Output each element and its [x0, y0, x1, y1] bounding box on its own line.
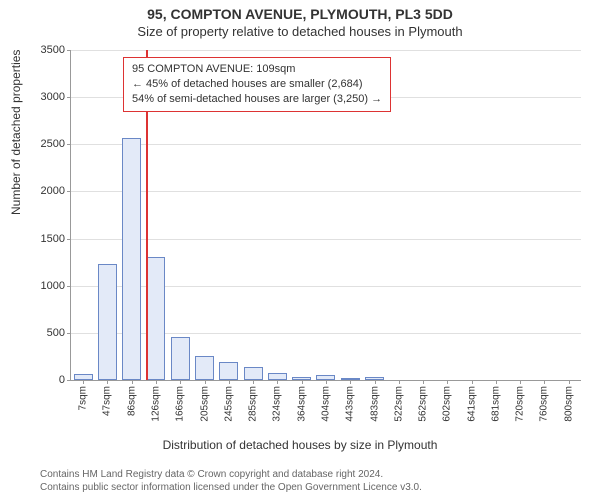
x-tick-label: 47sqm — [102, 386, 113, 416]
chart-title: 95, COMPTON AVENUE, PLYMOUTH, PL3 5DD — [0, 6, 600, 22]
x-tick — [253, 380, 254, 384]
bar — [268, 373, 287, 380]
y-tick-label: 0 — [59, 374, 65, 386]
x-tick — [350, 380, 351, 384]
bar — [122, 138, 141, 380]
bar-cell: 7sqm — [71, 50, 95, 380]
source-text: Contains HM Land Registry data © Crown c… — [40, 468, 422, 494]
x-tick — [399, 380, 400, 384]
x-tick-label: 7sqm — [78, 386, 89, 410]
bar — [147, 257, 166, 381]
x-tick — [107, 380, 108, 384]
x-tick — [180, 380, 181, 384]
x-tick — [447, 380, 448, 384]
bar-cell: 720sqm — [508, 50, 532, 380]
bar — [195, 356, 214, 381]
x-axis-label: Distribution of detached houses by size … — [0, 438, 600, 452]
x-tick — [132, 380, 133, 384]
x-tick-label: 522sqm — [393, 386, 404, 422]
x-tick-label: 364sqm — [296, 386, 307, 422]
annotation-line: ← 45% of detached houses are smaller (2,… — [132, 77, 382, 92]
y-tick-label: 1500 — [41, 233, 65, 245]
x-tick-label: 760sqm — [539, 386, 550, 422]
chart-subtitle: Size of property relative to detached ho… — [0, 24, 600, 39]
x-tick-label: 562sqm — [418, 386, 429, 422]
x-tick-label: 602sqm — [442, 386, 453, 422]
x-tick — [277, 380, 278, 384]
x-tick-label: 205sqm — [199, 386, 210, 422]
annotation-line: 54% of semi-detached houses are larger (… — [132, 92, 382, 107]
x-tick-label: 720sqm — [515, 386, 526, 422]
bar — [244, 367, 263, 380]
x-tick — [83, 380, 84, 384]
bar-cell: 602sqm — [435, 50, 459, 380]
bar-cell: 47sqm — [95, 50, 119, 380]
x-tick-label: 324sqm — [272, 386, 283, 422]
y-tick-label: 1000 — [41, 280, 65, 292]
x-tick — [472, 380, 473, 384]
x-tick-label: 483sqm — [369, 386, 380, 422]
x-tick — [302, 380, 303, 384]
x-tick-label: 800sqm — [563, 386, 574, 422]
bar — [98, 264, 117, 380]
source-line: Contains HM Land Registry data © Crown c… — [40, 468, 422, 481]
y-tick — [67, 380, 71, 381]
y-tick-label: 2000 — [41, 185, 65, 197]
x-tick — [326, 380, 327, 384]
bar-cell: 562sqm — [411, 50, 435, 380]
x-tick — [569, 380, 570, 384]
y-tick-label: 3000 — [41, 91, 65, 103]
x-tick-label: 285sqm — [248, 386, 259, 422]
x-tick-label: 443sqm — [345, 386, 356, 422]
x-tick — [544, 380, 545, 384]
bar-cell: 641sqm — [460, 50, 484, 380]
y-tick-label: 3500 — [41, 44, 65, 56]
x-tick — [156, 380, 157, 384]
x-tick — [496, 380, 497, 384]
bar — [171, 337, 190, 380]
annotation-box: 95 COMPTON AVENUE: 109sqm← 45% of detach… — [123, 57, 391, 112]
bar-cell: 760sqm — [532, 50, 556, 380]
y-tick-label: 2500 — [41, 138, 65, 150]
bar-cell: 800sqm — [557, 50, 581, 380]
x-tick-label: 641sqm — [466, 386, 477, 422]
x-tick-label: 126sqm — [150, 386, 161, 422]
x-tick-label: 166sqm — [175, 386, 186, 422]
y-axis-label: Number of detached properties — [9, 50, 23, 215]
x-tick — [375, 380, 376, 384]
annotation-line: 95 COMPTON AVENUE: 109sqm — [132, 62, 382, 77]
x-tick — [229, 380, 230, 384]
x-tick-label: 681sqm — [490, 386, 501, 422]
x-tick-label: 404sqm — [320, 386, 331, 422]
bar-cell: 681sqm — [484, 50, 508, 380]
source-line: Contains public sector information licen… — [40, 481, 422, 494]
x-tick — [205, 380, 206, 384]
x-tick-label: 245sqm — [223, 386, 234, 422]
bar — [219, 362, 238, 380]
x-tick — [423, 380, 424, 384]
plot-area: 05001000150020002500300035007sqm47sqm86s… — [70, 50, 581, 381]
y-tick-label: 500 — [47, 327, 65, 339]
x-tick-label: 86sqm — [126, 386, 137, 416]
x-tick — [520, 380, 521, 384]
